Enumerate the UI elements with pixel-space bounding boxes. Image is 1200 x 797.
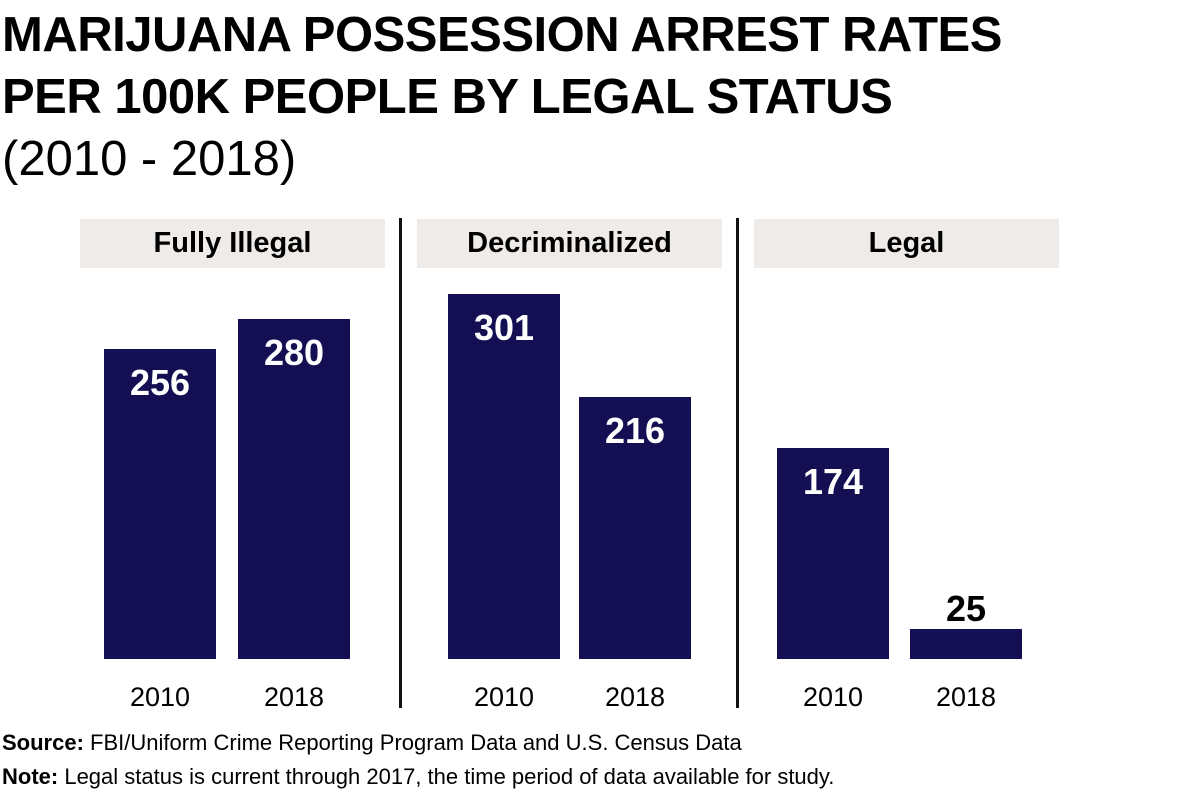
panel-divider xyxy=(399,218,402,708)
panel-header-2: Legal xyxy=(754,219,1059,268)
source-text: FBI/Uniform Crime Reporting Program Data… xyxy=(83,730,742,755)
x-tick-label: 2010 xyxy=(473,682,535,712)
source-note: Source: FBI/Uniform Crime Reporting Prog… xyxy=(2,729,742,757)
bar xyxy=(777,448,889,659)
chart-subtitle: (2010 - 2018) xyxy=(2,132,297,186)
bar xyxy=(579,397,691,659)
chart-title-line-1: MARIJUANA POSSESSION ARREST RATES xyxy=(2,8,1002,62)
bar xyxy=(238,319,350,659)
bar-value-label: 25 xyxy=(945,587,987,629)
bar-value-label: 216 xyxy=(604,410,666,452)
x-tick-label: 2010 xyxy=(802,682,864,712)
note-label: Note: xyxy=(2,764,59,789)
bar xyxy=(104,348,216,659)
panel-divider xyxy=(736,218,739,708)
x-tick-label: 2010 xyxy=(129,682,191,712)
panel-header-0: Fully Illegal xyxy=(80,219,385,268)
x-tick-label: 2018 xyxy=(935,682,997,712)
bar xyxy=(448,294,560,659)
source-label: Source: xyxy=(2,730,84,755)
x-tick-label: 2018 xyxy=(604,682,666,712)
bar xyxy=(910,628,1022,659)
panel-header-1: Decriminalized xyxy=(417,219,722,268)
bar-value-label: 301 xyxy=(473,307,535,348)
bar-value-label: 256 xyxy=(129,361,191,403)
bar-value-label: 174 xyxy=(802,461,864,502)
note: Note: Legal status is current through 20… xyxy=(2,763,834,791)
x-tick-label: 2018 xyxy=(263,682,325,712)
bar-value-label: 280 xyxy=(263,332,325,374)
note-text: Legal status is current through 2017, th… xyxy=(58,764,835,789)
chart-title-line-2: PER 100K PEOPLE BY LEGAL STATUS xyxy=(2,70,893,124)
